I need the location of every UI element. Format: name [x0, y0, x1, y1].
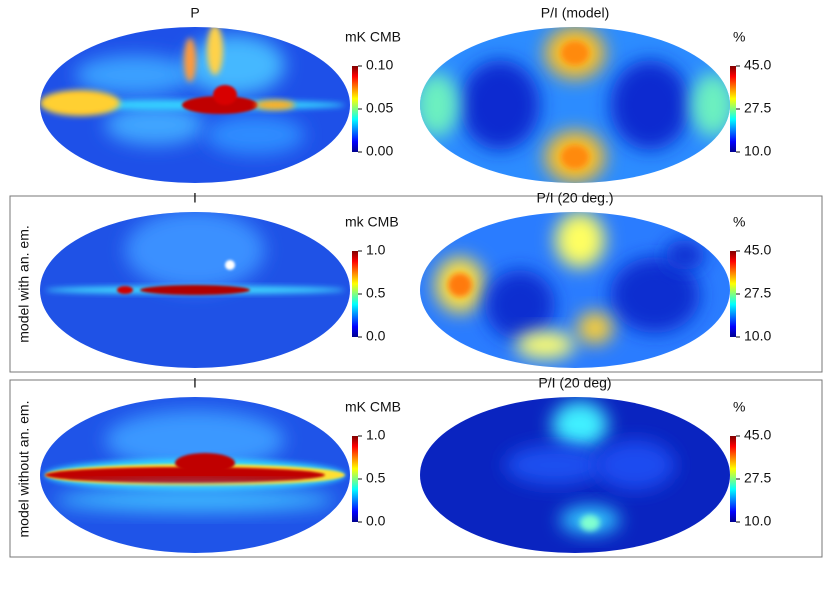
colorbar-tick-label: 10.0	[744, 143, 771, 159]
map-feature	[691, 73, 730, 137]
colorbar-tick-label: 0.10	[366, 57, 393, 73]
map-title: I	[193, 375, 197, 391]
unit-label: %	[733, 399, 745, 415]
map-feature	[577, 312, 613, 344]
sky-map	[40, 212, 350, 368]
colorbar-tick-label: 45.0	[744, 242, 771, 258]
map-feature	[505, 445, 605, 485]
map-feature	[420, 73, 459, 137]
map-title: P	[190, 5, 199, 21]
map-feature	[45, 467, 325, 483]
map-feature	[175, 453, 235, 473]
map-feature	[552, 401, 608, 449]
colorbar-tick-label: 0.0	[366, 513, 386, 529]
map-feature	[117, 286, 133, 294]
sky-map	[40, 27, 350, 183]
map-feature	[75, 55, 195, 95]
map-feature	[580, 515, 600, 531]
colorbar-tick-label: 1.0	[366, 242, 386, 258]
map-feature	[105, 105, 205, 145]
colorbar-tick-label: 0.0	[366, 328, 386, 344]
unit-label: %	[733, 214, 745, 230]
map-feature	[105, 410, 285, 470]
map-feature	[555, 212, 605, 268]
map-feature	[561, 145, 589, 169]
map-feature	[184, 38, 196, 82]
row-label: model with an. em.	[16, 225, 32, 343]
sky-map	[420, 212, 730, 368]
colorbar-tick-label: 27.5	[744, 470, 771, 486]
map-feature	[207, 27, 223, 75]
map-feature	[485, 270, 555, 340]
map-feature	[55, 488, 335, 512]
map-feature	[255, 100, 295, 110]
colorbar-tick-label: 0.05	[366, 100, 393, 116]
sky-map	[420, 27, 730, 183]
unit-label: mk CMB	[345, 214, 399, 230]
colorbar-tick-label: 27.5	[744, 285, 771, 301]
map-feature	[561, 41, 589, 65]
row-label: model without an. em.	[16, 401, 32, 538]
map-title: P/I (model)	[541, 5, 609, 21]
map-feature	[595, 440, 675, 490]
map-title: P/I (20 deg)	[538, 375, 611, 391]
colorbar-tick-label: 0.00	[366, 143, 393, 159]
colorbar	[730, 66, 736, 152]
colorbar	[352, 66, 358, 152]
map-feature	[140, 285, 250, 295]
colorbar	[352, 251, 358, 337]
row-frame	[9, 195, 823, 373]
map-title: I	[193, 190, 197, 206]
map-feature	[213, 85, 237, 105]
colorbar-tick-label: 0.5	[366, 285, 386, 301]
colorbar-tick-label: 0.5	[366, 470, 386, 486]
map-feature	[515, 331, 575, 359]
map-title: P/I (20 deg.)	[536, 190, 613, 206]
map-feature	[448, 273, 472, 297]
colorbar-tick-label: 45.0	[744, 427, 771, 443]
colorbar	[730, 251, 736, 337]
unit-label: %	[733, 29, 745, 45]
colorbar-tick-label: 10.0	[744, 328, 771, 344]
colorbar	[352, 436, 358, 522]
unit-label: mK CMB	[345, 399, 401, 415]
map-feature	[182, 96, 258, 114]
map-feature	[610, 60, 690, 150]
colorbar-tick-label: 45.0	[744, 57, 771, 73]
map-feature	[40, 90, 120, 116]
map-feature	[225, 260, 235, 270]
colorbar-tick-label: 1.0	[366, 427, 386, 443]
sky-map	[40, 397, 350, 553]
map-feature	[665, 240, 705, 270]
map-feature	[185, 35, 285, 95]
map-feature	[460, 60, 540, 150]
row-frame	[9, 379, 823, 558]
colorbar	[730, 436, 736, 522]
colorbar-tick-label: 27.5	[744, 100, 771, 116]
sky-map	[420, 397, 730, 553]
map-feature	[610, 257, 700, 333]
map-feature	[125, 212, 265, 290]
colorbar-tick-label: 10.0	[744, 513, 771, 529]
unit-label: mK CMB	[345, 29, 401, 45]
map-feature	[205, 115, 305, 155]
